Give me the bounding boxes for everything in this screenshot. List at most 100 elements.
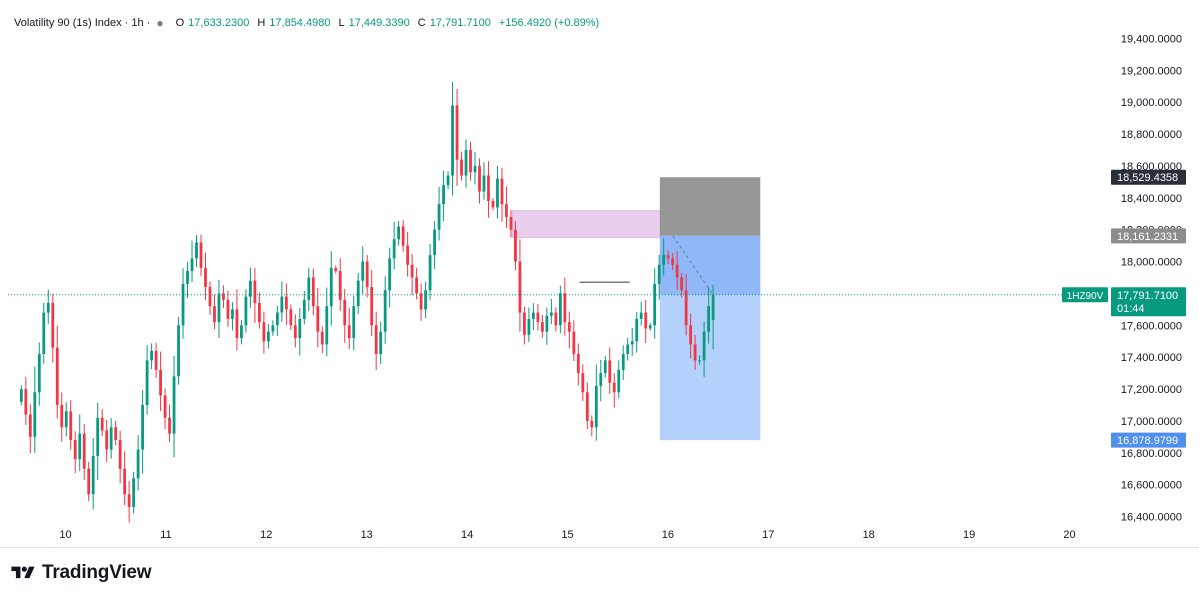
symbol-tag-text: 1HZ90V bbox=[1067, 291, 1104, 302]
close-label: C bbox=[417, 17, 426, 29]
y-tick-label: 19,000.0000 bbox=[1121, 97, 1182, 109]
candle-body bbox=[24, 389, 28, 415]
candle-body bbox=[329, 267, 333, 307]
candle-body bbox=[172, 376, 176, 434]
bar-countdown-text: 01:44 bbox=[1117, 303, 1145, 315]
candle-body bbox=[168, 417, 171, 434]
footer-divider bbox=[0, 547, 1199, 548]
symbol-title[interactable]: Volatility 90 (1s) Index · 1h · bbox=[14, 17, 151, 29]
candle-body bbox=[639, 312, 643, 319]
candle-body bbox=[91, 455, 95, 495]
candle-body bbox=[226, 299, 230, 319]
candle-body bbox=[275, 312, 279, 326]
price-label-text: 16,878.9799 bbox=[1117, 435, 1178, 447]
x-tick-label: 12 bbox=[260, 529, 272, 541]
candle-body bbox=[136, 449, 140, 479]
last-price-label-text: 17,791.7100 bbox=[1117, 290, 1178, 302]
candle-body bbox=[554, 312, 558, 326]
candle-body bbox=[558, 293, 562, 326]
low-value: 17,449.3390 bbox=[348, 17, 410, 29]
candle-body bbox=[334, 267, 338, 272]
candle-body bbox=[271, 325, 275, 332]
time-axis[interactable]: 10 11 12 13 14 15 16 17 18 19 20 bbox=[59, 529, 1075, 541]
candle-body bbox=[114, 427, 118, 441]
y-tick-label: 16,800.0000 bbox=[1121, 448, 1182, 460]
candle-body bbox=[545, 315, 549, 332]
candle-body bbox=[100, 417, 104, 431]
candle-body bbox=[675, 264, 679, 278]
candle-body bbox=[302, 299, 306, 319]
candle-body bbox=[141, 404, 144, 450]
y-tick-label: 17,400.0000 bbox=[1121, 352, 1182, 364]
x-tick-label: 16 bbox=[662, 529, 674, 541]
x-tick-label: 15 bbox=[561, 529, 573, 541]
candle-body bbox=[293, 325, 297, 339]
change-value: +156.4920 (+0.89%) bbox=[498, 17, 600, 29]
candle-body bbox=[491, 201, 495, 208]
y-tick-label: 16,600.0000 bbox=[1121, 480, 1182, 492]
candle-body bbox=[60, 404, 64, 428]
tradingview-logo-icon bbox=[11, 566, 35, 579]
candle-body bbox=[500, 178, 504, 205]
candle-body bbox=[514, 229, 517, 262]
tradingview-brand[interactable]: TradingView bbox=[10, 562, 152, 584]
candle-body bbox=[195, 242, 198, 259]
open-value: 17,633.2300 bbox=[188, 17, 250, 29]
candle-body bbox=[451, 105, 454, 176]
candle-body bbox=[78, 433, 82, 460]
candle-body bbox=[487, 175, 490, 202]
candle-body bbox=[370, 287, 374, 326]
candle-body bbox=[509, 216, 513, 230]
candle-body bbox=[352, 306, 356, 339]
candle-body bbox=[433, 229, 436, 256]
candle-body bbox=[244, 296, 248, 326]
candle-body bbox=[617, 369, 621, 393]
y-tick-label: 19,200.0000 bbox=[1121, 65, 1182, 77]
candle-body bbox=[383, 290, 387, 332]
candle-body bbox=[190, 258, 194, 272]
candle-body bbox=[325, 306, 329, 345]
candle-body bbox=[240, 325, 243, 339]
candle-body bbox=[684, 290, 688, 326]
price-axis[interactable]: 16,400.0000 16,600.0000 16,800.0000 17,000.… bbox=[1121, 34, 1182, 524]
candle-body bbox=[621, 353, 625, 370]
candle-body bbox=[82, 433, 86, 469]
candle-body bbox=[540, 322, 544, 332]
candle-body bbox=[64, 411, 68, 428]
candle-body bbox=[343, 299, 347, 326]
candle-body bbox=[523, 312, 526, 335]
candle-body bbox=[181, 283, 185, 326]
candle-body bbox=[235, 309, 239, 339]
candle-body bbox=[406, 245, 410, 265]
symbol-tag-box bbox=[1062, 287, 1108, 303]
candle-body bbox=[69, 411, 73, 441]
high-label: H bbox=[257, 17, 266, 29]
brand-name: TradingView bbox=[42, 562, 152, 583]
candle-body bbox=[365, 261, 369, 288]
candle-body bbox=[693, 344, 697, 361]
close-value: 17,791.7100 bbox=[429, 17, 491, 29]
candle-body bbox=[96, 417, 100, 456]
candle-body bbox=[460, 159, 463, 176]
candle-body bbox=[347, 325, 351, 339]
candle-body bbox=[258, 302, 261, 323]
candle-body bbox=[424, 290, 427, 310]
x-tick-label: 13 bbox=[361, 529, 373, 541]
candle-body bbox=[177, 325, 180, 377]
candle-body bbox=[536, 312, 540, 323]
candle-body bbox=[711, 294, 715, 321]
candle-body bbox=[496, 178, 499, 208]
candle-body bbox=[316, 306, 320, 332]
candle-body bbox=[186, 271, 189, 284]
candle-body bbox=[455, 105, 459, 160]
price-labels: 18,529.4358 18,161.2331 16,878.9799 17,791.… bbox=[1062, 169, 1186, 448]
candle-body bbox=[73, 440, 77, 460]
candle-body bbox=[392, 239, 396, 259]
candle-body bbox=[217, 293, 221, 323]
candle-body bbox=[163, 395, 167, 418]
overlay-layer bbox=[8, 235, 1108, 296]
candle-body bbox=[33, 392, 37, 437]
candle-body bbox=[505, 204, 508, 217]
candle-body bbox=[320, 331, 324, 345]
